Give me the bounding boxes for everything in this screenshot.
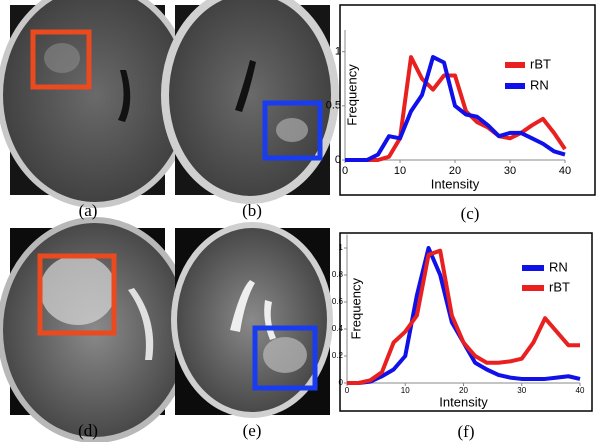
y-axis-label: Frequency xyxy=(344,64,359,126)
y-tick-label: 1 xyxy=(339,243,344,252)
panel-label: (c) xyxy=(461,204,480,223)
mri-image-e xyxy=(171,222,333,418)
panel-label: (b) xyxy=(242,201,262,220)
panel-label: (f) xyxy=(458,422,475,441)
mri-image-a xyxy=(0,0,193,208)
legend-label: RN xyxy=(530,77,549,92)
data-line xyxy=(345,55,567,162)
chart-frame xyxy=(339,4,596,196)
panel-label: (d) xyxy=(78,421,98,440)
x-tick-label: 30 xyxy=(504,165,516,177)
x-tick-label: 20 xyxy=(459,386,468,395)
legend-label: RN xyxy=(549,259,568,274)
mri-image-d xyxy=(0,217,193,442)
legend-label: rBT xyxy=(530,56,551,71)
panel-label: (e) xyxy=(243,421,262,440)
mri-image-b xyxy=(161,0,339,204)
y-tick-label: 0 xyxy=(339,378,344,387)
y-tick-label: 0.2 xyxy=(332,351,344,360)
data-line xyxy=(347,248,580,385)
x-tick-label: 10 xyxy=(394,165,406,177)
x-tick-label: 10 xyxy=(401,386,410,395)
y-tick-label: 0.6 xyxy=(332,297,344,306)
y-axis-label: Frequency xyxy=(348,278,363,340)
x-tick-label: 40 xyxy=(576,386,585,395)
x-axis-label: Intensity xyxy=(439,394,488,409)
x-tick-label: 30 xyxy=(517,386,526,395)
panel-label: (a) xyxy=(79,201,98,220)
y-tick-label: 1 xyxy=(335,46,341,58)
data-line xyxy=(347,246,581,385)
legend-label: rBT xyxy=(549,279,570,294)
data-line xyxy=(345,55,566,162)
x-tick-label: 0 xyxy=(345,386,350,395)
y-tick-label: 0.8 xyxy=(332,270,344,279)
y-tick-label: 0.4 xyxy=(332,324,344,333)
x-tick-label: 40 xyxy=(559,165,571,177)
chart-frame xyxy=(339,232,593,412)
x-axis-label: Intensity xyxy=(431,176,480,191)
y-tick-label: 0 xyxy=(335,154,341,166)
x-tick-label: 0 xyxy=(342,165,348,177)
x-tick-label: 20 xyxy=(449,165,461,177)
y-tick-label: 0.5 xyxy=(326,100,341,112)
